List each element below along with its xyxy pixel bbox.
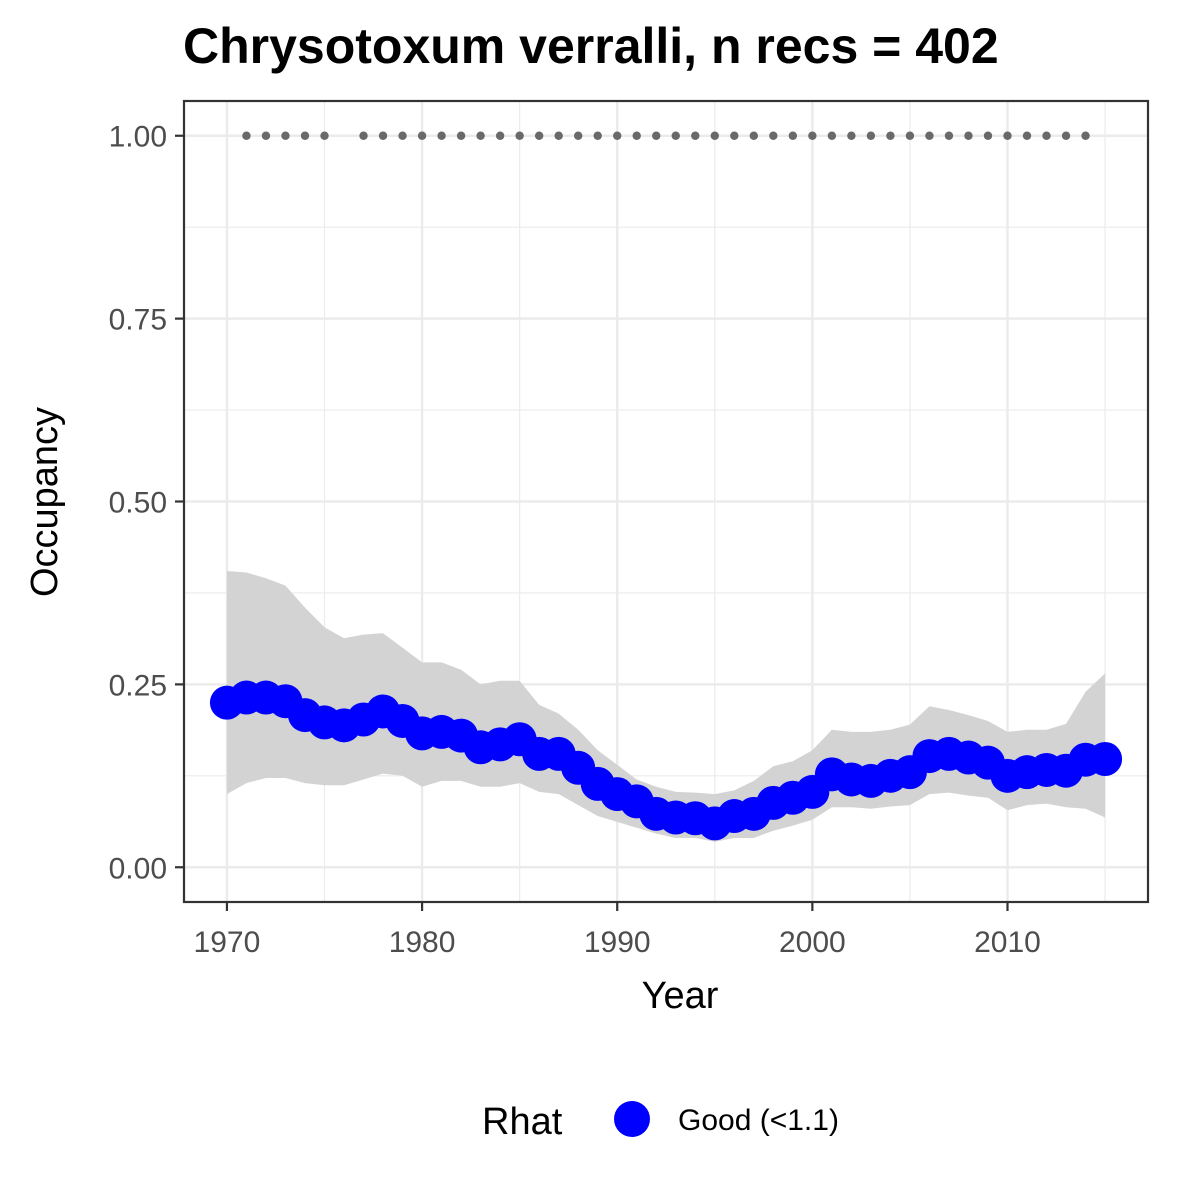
detection-dot: [808, 131, 817, 140]
detection-dot: [437, 131, 446, 140]
y-tick-label: 0.00: [109, 852, 167, 885]
detection-dot: [905, 131, 915, 140]
detection-dot: [1042, 131, 1051, 140]
detection-dot: [1081, 131, 1090, 140]
detection-dot: [261, 131, 271, 140]
detection-dot: [417, 131, 427, 140]
detection-dot: [710, 131, 719, 140]
detection-dot: [1003, 131, 1012, 140]
detection-dot: [866, 131, 876, 140]
detection-dot: [378, 131, 388, 140]
detection-dot: [573, 131, 583, 140]
detection-dot: [242, 131, 251, 140]
detection-dot: [613, 131, 622, 140]
detection-dot: [827, 131, 837, 140]
detection-dot: [593, 131, 602, 140]
chart-title: Chrysotoxum verralli, n recs = 402: [183, 18, 999, 74]
legend-label-good: Good (<1.1): [678, 1104, 839, 1137]
detection-dot: [749, 131, 759, 140]
detection-dot: [320, 131, 329, 140]
detection-dot: [495, 131, 505, 140]
legend: Rhat Good (<1.1): [482, 1101, 839, 1143]
detection-dot: [632, 131, 641, 140]
detection-dot: [925, 131, 934, 140]
detection-dot: [788, 131, 798, 140]
y-axis-title: Occupancy: [24, 407, 66, 597]
x-axis-title: Year: [642, 975, 719, 1017]
detection-dot: [359, 131, 368, 140]
detection-dot: [554, 131, 563, 140]
detection-dot: [1022, 131, 1032, 140]
detection-dot: [300, 131, 310, 140]
detection-dot: [398, 131, 407, 140]
legend-key-good: [614, 1101, 650, 1137]
y-tick-label: 0.50: [109, 487, 167, 520]
detection-dot: [691, 131, 700, 140]
detection-dot: [515, 131, 524, 140]
detection-dot: [1061, 131, 1071, 140]
legend-title: Rhat: [482, 1101, 563, 1143]
x-tick-label: 2000: [779, 926, 846, 959]
detection-dot: [983, 131, 993, 140]
x-tick-label: 1990: [584, 926, 651, 959]
detection-dot: [652, 131, 661, 140]
detection-dot: [534, 131, 544, 140]
detection-dot: [847, 131, 856, 140]
series-point: [1088, 741, 1123, 776]
y-tick-label: 0.25: [109, 669, 167, 702]
detection-dot: [456, 131, 466, 140]
x-tick-label: 1970: [194, 926, 261, 959]
detection-dot: [964, 131, 973, 140]
y-tick-label: 1.00: [109, 121, 167, 154]
detection-dot: [886, 131, 895, 140]
detection-year-dots: [242, 131, 1090, 140]
y-tick-label: 0.75: [109, 304, 167, 337]
detection-dot: [769, 131, 778, 140]
axes: 1970 1980 1990 2000 2010 0.00 0.25 0.50 0.75 1.00: [109, 121, 1041, 959]
x-tick-label: 1980: [389, 926, 456, 959]
detection-dot: [476, 131, 485, 140]
detection-dot: [671, 131, 680, 140]
detection-dot: [281, 131, 290, 140]
x-tick-label: 2010: [974, 926, 1041, 959]
detection-dot: [944, 131, 954, 140]
detection-dot: [730, 131, 739, 140]
occupancy-series: [209, 680, 1123, 841]
